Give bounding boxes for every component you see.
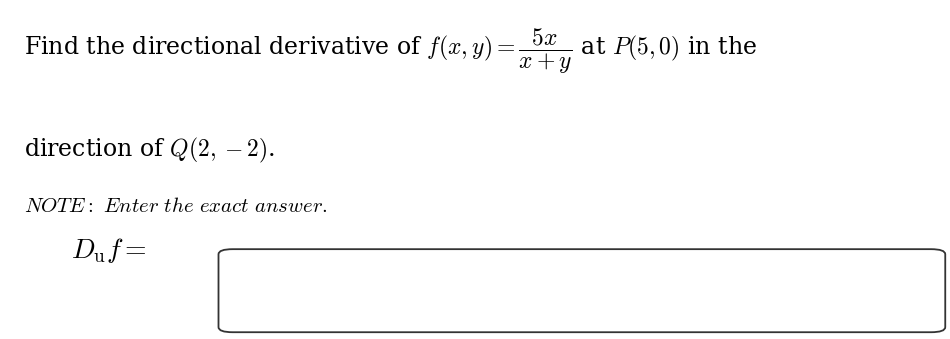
Text: direction of $Q(2, -2)$.: direction of $Q(2, -2)$. — [24, 136, 275, 165]
Text: Find the directional derivative of $f(x, y) = \dfrac{5x}{x + y}$ at $P(5, 0)$ in: Find the directional derivative of $f(x,… — [24, 27, 757, 77]
Text: $D_{\mathrm{u}}f = $: $D_{\mathrm{u}}f = $ — [71, 236, 147, 265]
FancyBboxPatch shape — [218, 249, 945, 332]
Text: $\mathit{NOTE{:}\ Enter\ the\ exact\ answer.}$: $\mathit{NOTE{:}\ Enter\ the\ exact\ ans… — [24, 197, 328, 216]
